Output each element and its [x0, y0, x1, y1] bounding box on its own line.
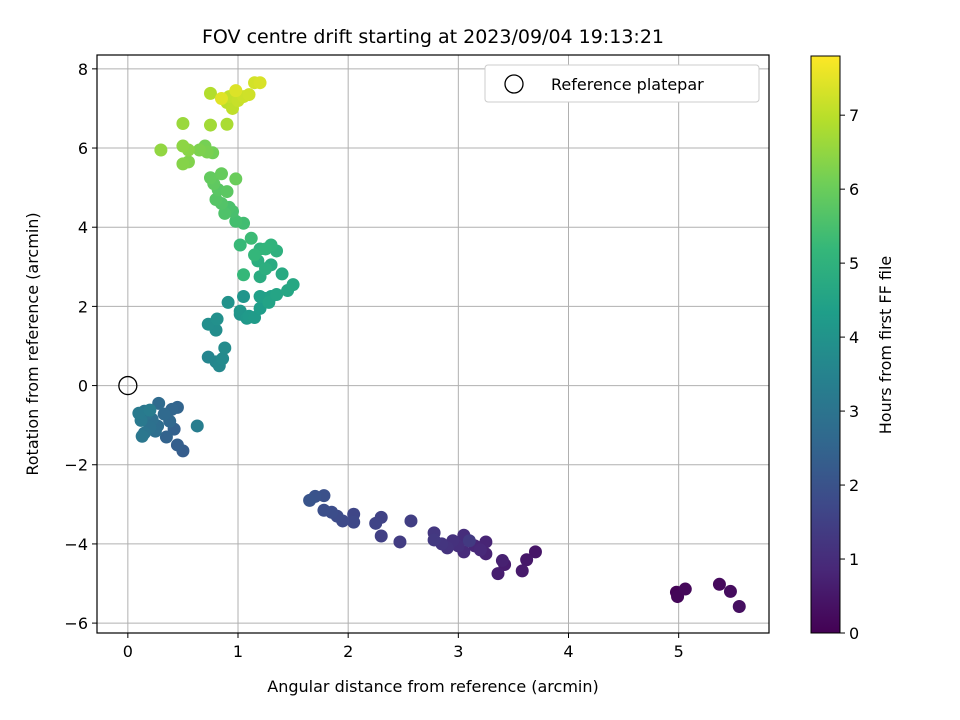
data-point [495, 554, 509, 568]
data-point [244, 231, 258, 245]
data-point [491, 567, 505, 581]
y-tick-label: −4 [64, 535, 88, 554]
legend: Reference platepar [484, 64, 760, 103]
data-point [259, 262, 273, 276]
y-axis-label: Rotation from reference (arcmin) [23, 212, 42, 475]
data-point [216, 352, 230, 366]
legend-reference-marker [504, 74, 524, 94]
data-point [152, 396, 166, 410]
y-tick-label: 8 [78, 60, 88, 79]
colorbar-tick-label: 5 [849, 254, 859, 273]
data-point [218, 341, 232, 355]
colorbar-tick-label: 6 [849, 180, 859, 199]
data-point [192, 143, 206, 157]
data-point [528, 545, 542, 559]
data-point [248, 248, 262, 262]
data-point [229, 172, 243, 186]
data-point [218, 206, 232, 220]
data-point [253, 76, 267, 90]
y-axis-ticks: −6 −4 −2 0 2 4 6 8 [64, 60, 97, 633]
data-point [229, 84, 243, 98]
data-point [233, 238, 247, 252]
data-point [427, 533, 441, 547]
data-point [220, 185, 234, 199]
data-point [203, 171, 217, 185]
data-point [176, 116, 190, 130]
colorbar-label: Hours from first FF file [876, 256, 895, 435]
data-point [210, 312, 224, 326]
data-point [203, 118, 217, 132]
y-tick-label: −6 [64, 614, 88, 633]
data-point [286, 278, 300, 292]
data-point [209, 193, 223, 206]
data-point [220, 117, 234, 131]
data-point [712, 577, 726, 591]
x-tick-label: 4 [563, 642, 573, 661]
data-point [473, 543, 487, 557]
data-point [157, 407, 171, 421]
x-axis-label: Angular distance from reference (arcmin) [267, 677, 598, 696]
data-point [237, 268, 251, 282]
data-point [132, 406, 146, 420]
data-point [190, 419, 204, 433]
y-tick-label: −2 [64, 456, 88, 475]
colorbar-tick-label: 7 [849, 106, 859, 125]
data-point [462, 534, 476, 548]
data-point [275, 267, 289, 281]
data-point [154, 143, 168, 157]
y-tick-label: 2 [78, 297, 88, 316]
data-point [347, 515, 361, 529]
data-point [143, 403, 157, 417]
data-point [374, 529, 388, 543]
data-point [203, 86, 217, 100]
colorbar-tick-label: 2 [849, 476, 859, 495]
data-point [237, 289, 251, 303]
plot-frame [96, 54, 770, 634]
colorbar-tick-label: 4 [849, 328, 859, 347]
y-tick-label: 0 [78, 377, 88, 396]
x-tick-label: 2 [343, 642, 353, 661]
colorbar [810, 55, 841, 634]
data-point [221, 295, 235, 309]
data-point [303, 493, 317, 507]
data-point [159, 430, 173, 444]
x-tick-label: 3 [453, 642, 463, 661]
x-axis-ticks: 0 1 2 3 4 5 [123, 633, 684, 661]
data-point [214, 167, 228, 181]
y-tick-label: 6 [78, 139, 88, 158]
data-point [520, 553, 534, 567]
data-point [242, 88, 256, 102]
data-point [732, 599, 746, 613]
y-tick-label: 4 [78, 218, 88, 237]
colorbar-tick-label: 0 [849, 624, 859, 643]
colorbar-ticks: 0 1 2 3 4 5 6 7 [840, 106, 859, 643]
data-point [176, 139, 190, 153]
colorbar-tick-label: 3 [849, 402, 859, 421]
data-point [214, 92, 228, 106]
legend-box [484, 64, 760, 103]
x-tick-label: 1 [233, 642, 243, 661]
data-point [135, 429, 149, 443]
data-point [369, 516, 383, 530]
data-point [229, 214, 243, 228]
data-point [270, 288, 284, 302]
data-point [176, 157, 190, 171]
data-point [515, 564, 529, 578]
data-point [404, 514, 418, 528]
legend-entry: Reference platepar [551, 75, 704, 94]
chart-title: FOV centre drift starting at 2023/09/04 … [202, 26, 664, 48]
x-tick-label: 0 [123, 642, 133, 661]
colorbar-tick-label: 1 [849, 550, 859, 569]
data-point [678, 582, 692, 596]
scatter-points [118, 76, 746, 613]
data-point [723, 584, 737, 598]
data-point [259, 242, 273, 256]
data-point [170, 438, 184, 452]
reference-platepar-marker [118, 375, 138, 396]
x-tick-label: 5 [674, 642, 684, 661]
data-point [317, 503, 331, 517]
data-point [393, 535, 407, 549]
